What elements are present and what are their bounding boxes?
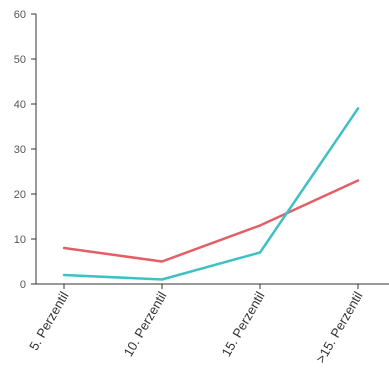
y-tick-label: 40 — [14, 99, 26, 111]
y-tick-label: 60 — [14, 9, 26, 21]
y-tick-label: 50 — [14, 54, 26, 66]
x-tick-label: 10. Perzentil — [120, 289, 169, 359]
y-tick-label: 10 — [14, 234, 26, 246]
series-line-2 — [62, 107, 360, 281]
x-tick-label: 15. Perzentil — [218, 289, 267, 359]
series-layer — [62, 107, 360, 281]
y-tick-label: 0 — [20, 279, 26, 291]
x-tick-label: >15. Perzentil — [313, 289, 366, 366]
y-axis: 0 10 20 30 40 50 60 — [14, 9, 37, 291]
y-tick-label: 30 — [14, 144, 26, 156]
y-tick-label: 20 — [14, 189, 26, 201]
x-tick-label: 5. Perzentil — [26, 289, 72, 353]
x-axis: 5. Perzentil 10. Perzentil 15. Perzentil >1… — [26, 283, 389, 366]
series-line-1 — [62, 179, 360, 263]
